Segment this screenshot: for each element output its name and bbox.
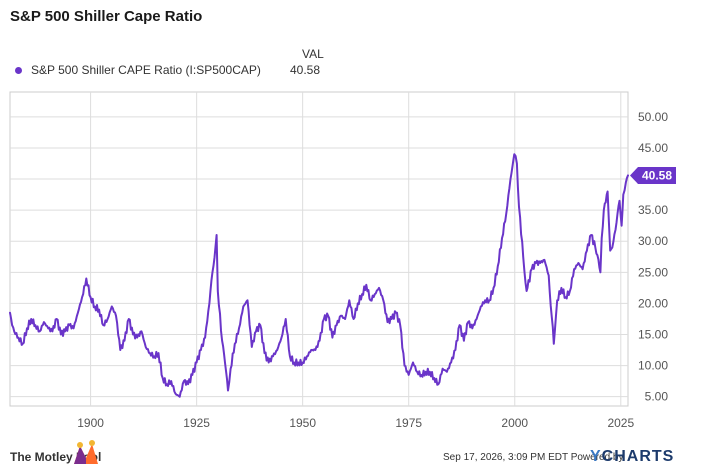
ycharts-logo[interactable]: YCHARTS	[590, 448, 674, 466]
footer-timestamp: Sep 17, 2026, 3:09 PM EDT Powered by	[443, 452, 624, 463]
last-value-label: 40.58	[642, 168, 672, 182]
powered-by-label: Powered by	[570, 452, 624, 463]
line-chart[interactable]: 5.0010.0015.0020.0025.0030.0035.0040.004…	[0, 0, 720, 438]
y-tick-label: 15.00	[638, 327, 668, 341]
y-tick-label: 50.00	[638, 110, 668, 124]
chart-title: S&P 500 Shiller Cape Ratio	[10, 8, 203, 25]
x-axis-tick-labels: 1900 1925 1950 1975 2000 2025	[77, 416, 634, 430]
footer: The Motley Fool Sep 17, 2026, 3:09 PM ED…	[0, 438, 720, 470]
x-tick-label: 2025	[607, 416, 634, 430]
y-tick-label: 25.00	[638, 265, 668, 279]
legend-series-value: 40.58	[290, 63, 321, 77]
x-tick-label: 1925	[183, 416, 210, 430]
legend-series-dot	[15, 66, 22, 74]
x-tick-label: 1950	[289, 416, 316, 430]
series-line[interactable]	[9, 153, 629, 398]
y-tick-label: 20.00	[638, 296, 668, 310]
timestamp: Sep 17, 2026, 3:09 PM EDT	[443, 452, 568, 463]
y-tick-label: 10.00	[638, 359, 668, 373]
y-axis-tick-labels: 5.0010.0015.0020.0025.0030.0035.0040.004…	[638, 110, 668, 404]
x-tick-label: 2000	[501, 416, 528, 430]
legend-series-label: S&P 500 Shiller CAPE Ratio (I:SP500CAP)	[31, 63, 261, 77]
plot-area-border	[9, 91, 629, 407]
legend-column-header: VAL	[302, 47, 324, 61]
y-tick-label: 30.00	[638, 234, 668, 248]
y-gridlines	[10, 116, 628, 398]
ycharts-wordmark: CHARTS	[601, 448, 675, 465]
last-value-badge: 40.58	[630, 166, 676, 184]
last-value-badge-shape	[630, 166, 676, 184]
y-tick-label: 5.00	[645, 390, 669, 404]
jester-hat-icon	[74, 440, 98, 464]
x-tick-label: 1900	[77, 416, 104, 430]
y-tick-label: 45.00	[638, 141, 668, 155]
legend-entry[interactable]: S&P 500 Shiller CAPE Ratio (I:SP500CAP)	[15, 63, 261, 77]
x-gridlines	[90, 92, 622, 406]
ycharts-y-mark: Y	[590, 448, 602, 465]
y-tick-label: 35.00	[638, 203, 668, 217]
x-tick-label: 1975	[395, 416, 422, 430]
